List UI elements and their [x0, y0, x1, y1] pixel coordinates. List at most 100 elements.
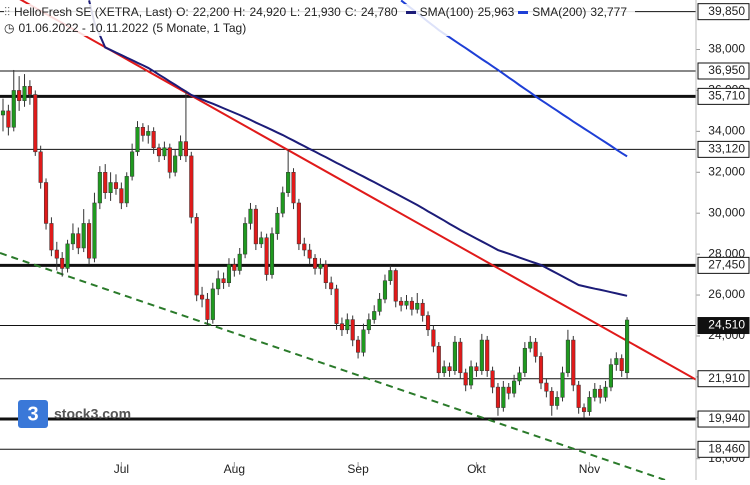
candle-body — [205, 298, 210, 320]
candle-body — [350, 319, 355, 341]
candle-body — [452, 341, 457, 371]
header-line: ◷ 01.06.2022 - 10.11.2022 (5 Monate, 1 Tag… — [4, 20, 635, 36]
candle-body — [264, 237, 269, 275]
clock-icon: ◷ — [4, 21, 15, 35]
candle-body — [581, 407, 587, 412]
candle-body — [555, 397, 560, 406]
candle-body — [576, 384, 581, 408]
legend-swatch — [518, 11, 529, 15]
candle-body — [538, 356, 544, 384]
level-label: 24,510 — [697, 317, 750, 335]
level-box — [697, 317, 750, 335]
level-value: 33,120 — [708, 142, 745, 156]
candle-body — [17, 90, 22, 101]
level-value: 39,850 — [708, 4, 745, 18]
candle-body — [495, 386, 501, 408]
quote-value: 24,780 — [360, 5, 398, 19]
candle-body — [49, 223, 54, 251]
level-value: 27,450 — [708, 258, 745, 272]
candle-body — [307, 249, 312, 259]
candle-body — [345, 319, 350, 331]
candle-body — [522, 347, 527, 374]
legend: SMA(100) 25,963 SMA(200) 32,777 — [405, 5, 631, 19]
candle-body — [162, 147, 167, 157]
level-label: 33,120 — [697, 140, 750, 158]
level-box — [697, 140, 750, 158]
x-tick-label: Okt — [467, 462, 486, 476]
candle-body — [485, 339, 490, 371]
level-box — [697, 256, 750, 274]
candle-body — [302, 243, 307, 251]
candle-body — [151, 131, 156, 148]
y-tick-label: 30,000 — [708, 205, 745, 219]
candle-body — [592, 388, 597, 398]
candle-body — [38, 151, 43, 183]
y-tick-label: 32,000 — [708, 164, 745, 178]
candle-body — [54, 249, 59, 259]
logo-text: 3 — [27, 403, 38, 425]
candle-body — [463, 372, 468, 386]
candle-body — [119, 188, 124, 204]
candle-body — [501, 386, 506, 408]
candle-body — [377, 298, 382, 312]
level-box — [697, 87, 750, 105]
candle-body — [608, 364, 613, 388]
level-label: 35,710 — [697, 87, 750, 105]
quote-value: 21,930 — [304, 5, 341, 19]
x-tick-label: Jul — [114, 462, 129, 476]
candle-body — [108, 182, 113, 193]
candle-body — [248, 208, 253, 224]
candle-body — [259, 237, 264, 245]
candle-body — [420, 302, 425, 316]
logo — [18, 400, 48, 428]
level-box — [697, 62, 750, 80]
candle-body — [517, 372, 522, 382]
candle-body — [447, 366, 452, 371]
candle-body — [415, 302, 420, 310]
level-label: 36,950 — [697, 62, 750, 80]
candle-body — [528, 341, 533, 349]
candle-body — [65, 243, 70, 269]
candle-body — [560, 372, 565, 398]
sma-line — [88, 0, 628, 297]
candle-body — [366, 319, 371, 331]
candle-body — [167, 147, 172, 173]
candle-body — [140, 127, 145, 136]
candles — [0, 69, 630, 418]
quote-value: 24,920 — [249, 5, 287, 19]
candle-body — [146, 131, 151, 136]
candle-body — [571, 339, 576, 386]
axis: 18,00020,00022,00024,00026,00028,00030,0… — [114, 0, 750, 480]
candle-body — [598, 388, 603, 398]
watermark: 3 stock3.com — [18, 400, 131, 428]
candle-body — [425, 315, 431, 331]
candle-body — [372, 311, 377, 320]
level-label: 27,450 — [697, 256, 750, 274]
candle-body — [361, 329, 366, 353]
candle-body — [33, 94, 38, 153]
candle-body — [43, 182, 49, 224]
trendline — [0, 252, 666, 480]
level-value: 24,510 — [708, 318, 745, 332]
candle-body — [286, 172, 291, 193]
candle-body — [135, 127, 140, 153]
candle-body — [393, 270, 398, 302]
x-tick-label: Sep — [347, 462, 369, 476]
level-label: 19,940 — [697, 410, 750, 428]
candle-body — [130, 151, 135, 177]
candle-body — [27, 86, 32, 95]
quote-value: 22,200 — [192, 5, 230, 19]
candle-body — [81, 223, 86, 249]
y-tick-label: 28,000 — [708, 246, 745, 260]
level-value: 19,940 — [708, 411, 745, 425]
candle-body — [200, 294, 205, 300]
candle-body — [544, 382, 549, 392]
candle-body — [291, 172, 296, 204]
legend-value: 25,963 — [477, 5, 515, 19]
candle-body — [619, 358, 624, 371]
candle-body — [189, 155, 194, 218]
candle-body — [512, 380, 517, 394]
header: ⫶⫶ HelloFresh SE (XETRA, Last) O: 22,200 H: 2… — [4, 4, 636, 36]
legend-swatch — [405, 11, 416, 15]
